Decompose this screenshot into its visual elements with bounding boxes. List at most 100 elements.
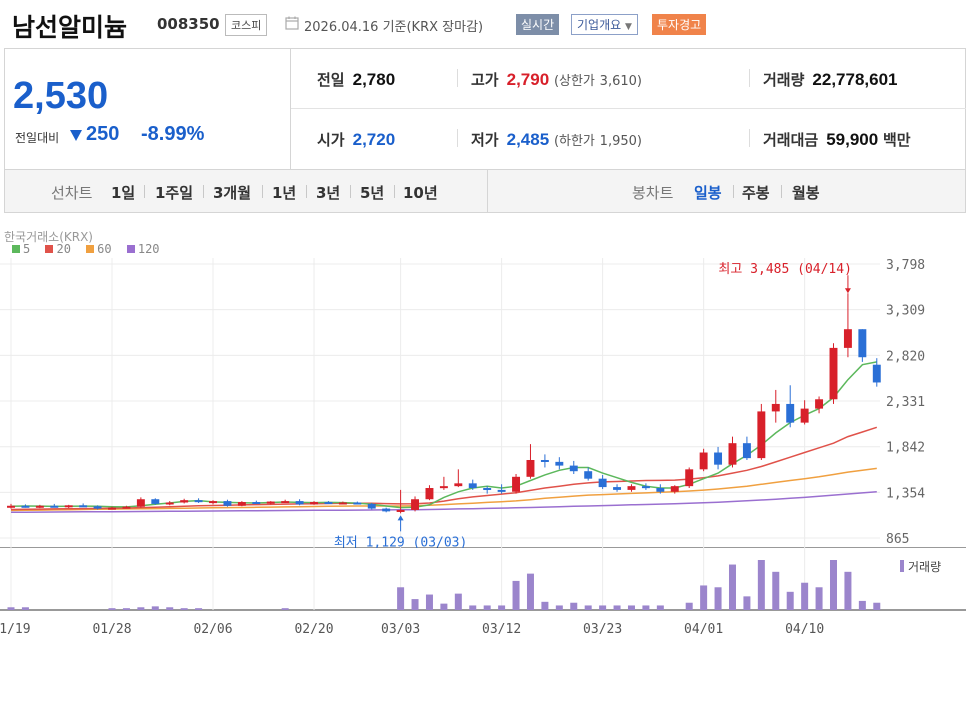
high-arrow-icon	[844, 288, 851, 294]
period-10y[interactable]: 10년	[403, 184, 438, 202]
candle-body	[757, 411, 766, 459]
stock-code: 008350	[157, 15, 220, 33]
candle-body	[7, 505, 15, 508]
divider	[350, 185, 351, 198]
candle-body	[670, 486, 679, 492]
volume-bar	[21, 607, 29, 610]
quote-date: 2026.04.16 기준(KRX 장마감)	[304, 20, 484, 35]
volume-bar	[195, 608, 203, 610]
calendar-icon	[285, 16, 299, 30]
period-5y[interactable]: 5년	[360, 184, 385, 202]
volume-bar	[728, 564, 736, 610]
volume-bar	[656, 605, 664, 610]
volume-bar	[180, 608, 188, 610]
volume-value: 22,778,601	[812, 70, 898, 89]
y-tick-label: 1,354	[886, 486, 925, 501]
period-1y[interactable]: 1년	[272, 184, 297, 202]
x-tick-label: 03/23	[583, 622, 622, 637]
price-chart[interactable]: 3,798 3,309 2,820 2,331 1,842 1,354 865 최고 3,48…	[0, 254, 966, 548]
amount-label: 거래대금	[763, 131, 819, 149]
candle-chart-label: 봉차트	[632, 184, 674, 202]
candle-body	[295, 501, 304, 505]
volume-bar	[108, 608, 116, 610]
divider	[733, 185, 734, 198]
candle-body	[151, 499, 160, 504]
high-price: 고가 2,790 (상한가 3,610)	[471, 69, 642, 90]
volume-bar	[512, 580, 520, 610]
quote-panel: 2,530 전일대비 250 -8.99% 전일 2,780 고가 2,790 (상…	[4, 48, 966, 170]
diff-label: 전일대비	[15, 131, 60, 145]
x-tick-label: 03/03	[381, 622, 420, 637]
diff-rate: -8.99%	[141, 123, 205, 145]
prev-close-label: 전일	[317, 71, 345, 89]
period-1d[interactable]: 1일	[111, 184, 136, 202]
high-annotation: 최고 3,485 (04/14)	[718, 262, 852, 277]
candle-body	[800, 408, 809, 423]
x-tick-label: 04/10	[785, 622, 824, 637]
candle-monthly[interactable]: 월봉	[792, 184, 820, 202]
candle-daily[interactable]: 일봉	[694, 184, 722, 202]
legend-ma5-label: 5	[23, 242, 31, 256]
candle-body	[396, 509, 405, 512]
candle-body	[526, 459, 535, 477]
high-label: 고가	[471, 71, 499, 89]
current-price-box: 2,530 전일대비 250 -8.99%	[5, 49, 291, 169]
candle-body	[223, 501, 232, 506]
quote-row-2: 시가 2,720 저가 2,485 (하한가 1,950) 거래대금 59,900 백…	[291, 109, 966, 169]
divider	[749, 69, 750, 87]
candle-body	[584, 471, 593, 479]
candle-body	[237, 502, 246, 506]
candle-body	[209, 501, 217, 504]
candle-body	[382, 508, 391, 512]
volume-bar	[801, 582, 809, 610]
candle-body	[367, 503, 376, 509]
legend-ma60: 60	[86, 242, 112, 256]
company-overview-label: 기업개요	[577, 18, 622, 32]
x-tick-label: 01/19	[0, 622, 31, 637]
candle-body	[281, 501, 290, 504]
divider	[203, 185, 204, 198]
candle-body	[815, 399, 824, 409]
divider	[394, 185, 395, 198]
amount-unit: 백만	[882, 131, 911, 149]
period-1w[interactable]: 1주일	[155, 184, 194, 202]
volume-bar	[627, 605, 635, 610]
volume-bar	[137, 607, 145, 610]
volume-bar	[613, 605, 621, 610]
y-tick-label: 1,842	[886, 441, 925, 456]
candle-body	[50, 505, 59, 508]
data-source: 한국거래소(KRX)	[4, 230, 93, 244]
volume-bar	[425, 594, 433, 610]
volume-chart[interactable]: 01/19 01/28 02/06 02/20 03/03 03/12 03/23 04/01…	[0, 548, 966, 638]
ma60-line	[10, 467, 877, 512]
candle-weekly[interactable]: 주봉	[742, 184, 770, 202]
stock-name: 남선알미늄	[12, 13, 128, 42]
period-3y[interactable]: 3년	[316, 184, 341, 202]
period-3m[interactable]: 3개월	[213, 184, 252, 202]
x-tick-label: 01/28	[92, 622, 131, 637]
volume-bar	[642, 605, 650, 610]
stock-header: 남선알미늄 008350 코스피 2026.04.16 기준(KRX 장마감) …	[0, 0, 966, 48]
divider	[749, 129, 750, 147]
company-overview-dropdown[interactable]: 기업개요 ▼	[571, 14, 638, 35]
volume-bar	[469, 605, 477, 610]
period-bar: 선차트 1일 1주일 3개월 1년 3년 5년 10년 봉차트 일봉 주봉 월봉	[4, 170, 966, 213]
volume-bar	[281, 608, 289, 610]
candle-body	[180, 500, 189, 503]
y-tick-label: 3,309	[886, 304, 925, 319]
trading-amount: 거래대금 59,900 백만	[763, 129, 919, 150]
y-tick-label: 3,798	[886, 258, 925, 273]
legend-ma120-label: 120	[137, 242, 160, 256]
divider	[457, 129, 458, 147]
volume-bar	[483, 605, 491, 610]
y-tick-label: 2,331	[886, 395, 925, 410]
candle-body	[79, 505, 88, 508]
candle-body	[425, 488, 434, 500]
candle-body	[266, 501, 275, 504]
volume-legend-swatch	[900, 560, 904, 572]
candle-body	[310, 502, 318, 505]
volume-bar	[411, 599, 419, 610]
high-value: 2,790	[506, 70, 550, 89]
realtime-badge[interactable]: 실시간	[516, 14, 560, 35]
volume-legend-label: 거래량	[908, 560, 941, 574]
